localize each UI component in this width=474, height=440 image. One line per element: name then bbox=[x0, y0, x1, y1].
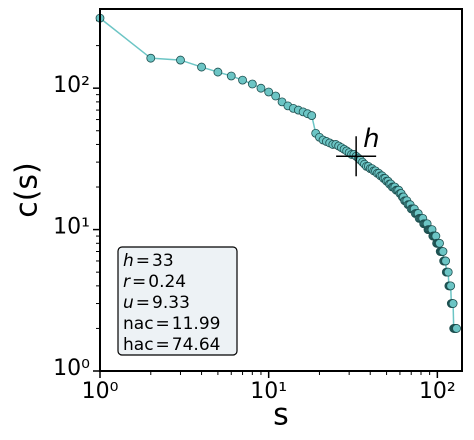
stat-line: u = 9.33 bbox=[123, 293, 190, 313]
stat-line: r = 0.24 bbox=[123, 272, 186, 292]
data-point bbox=[146, 53, 156, 63]
data-point bbox=[247, 79, 257, 89]
y-tick-label: 10⁰ bbox=[53, 356, 90, 381]
data-point bbox=[256, 83, 266, 93]
data-point bbox=[441, 256, 451, 266]
stat-line: h = 33 bbox=[123, 251, 174, 271]
data-point bbox=[197, 62, 206, 72]
marker-label: h bbox=[363, 124, 379, 154]
data-point bbox=[431, 231, 441, 241]
stat-line: hac = 74.64 bbox=[123, 335, 220, 355]
stat-relation: = bbox=[156, 314, 170, 334]
stat-relation: = bbox=[136, 293, 150, 313]
stat-relation: = bbox=[136, 251, 150, 271]
stat-relation: = bbox=[132, 272, 146, 292]
stat-value: 9.33 bbox=[152, 293, 190, 313]
y-axis-label: c(s) bbox=[10, 162, 45, 218]
data-point bbox=[271, 91, 281, 101]
data-point bbox=[435, 238, 444, 248]
data-point bbox=[213, 67, 223, 77]
data-point bbox=[307, 111, 317, 120]
stat-symbol: nac bbox=[123, 314, 154, 334]
x-axis-label: s bbox=[273, 398, 289, 433]
stat-symbol: h bbox=[123, 251, 134, 271]
stat-value: 0.24 bbox=[148, 272, 186, 292]
data-point bbox=[176, 55, 185, 65]
x-tick-label: 10² bbox=[419, 379, 456, 404]
stats-box bbox=[117, 246, 238, 356]
stat-symbol: hac bbox=[123, 335, 154, 355]
y-tick-label: 10² bbox=[53, 73, 90, 98]
data-point bbox=[226, 71, 236, 81]
data-point bbox=[238, 75, 247, 85]
data-point bbox=[438, 247, 448, 256]
data-point bbox=[448, 299, 458, 308]
plot-frame bbox=[99, 8, 463, 372]
y-tick-label: 10¹ bbox=[53, 215, 90, 240]
x-tick-label: 10⁰ bbox=[82, 379, 119, 404]
stat-value: 11.99 bbox=[172, 314, 221, 334]
x-tick-label: 10¹ bbox=[250, 379, 287, 404]
stat-value: 74.64 bbox=[172, 335, 221, 355]
stat-line: nac = 11.99 bbox=[123, 314, 220, 334]
data-point bbox=[264, 87, 274, 97]
data-point bbox=[446, 281, 456, 291]
data-point bbox=[452, 324, 461, 333]
stat-symbol: u bbox=[123, 293, 134, 313]
stat-symbol: r bbox=[123, 272, 131, 292]
data-point bbox=[443, 267, 453, 277]
stat-relation: = bbox=[156, 335, 170, 355]
stat-value: 33 bbox=[152, 251, 174, 271]
